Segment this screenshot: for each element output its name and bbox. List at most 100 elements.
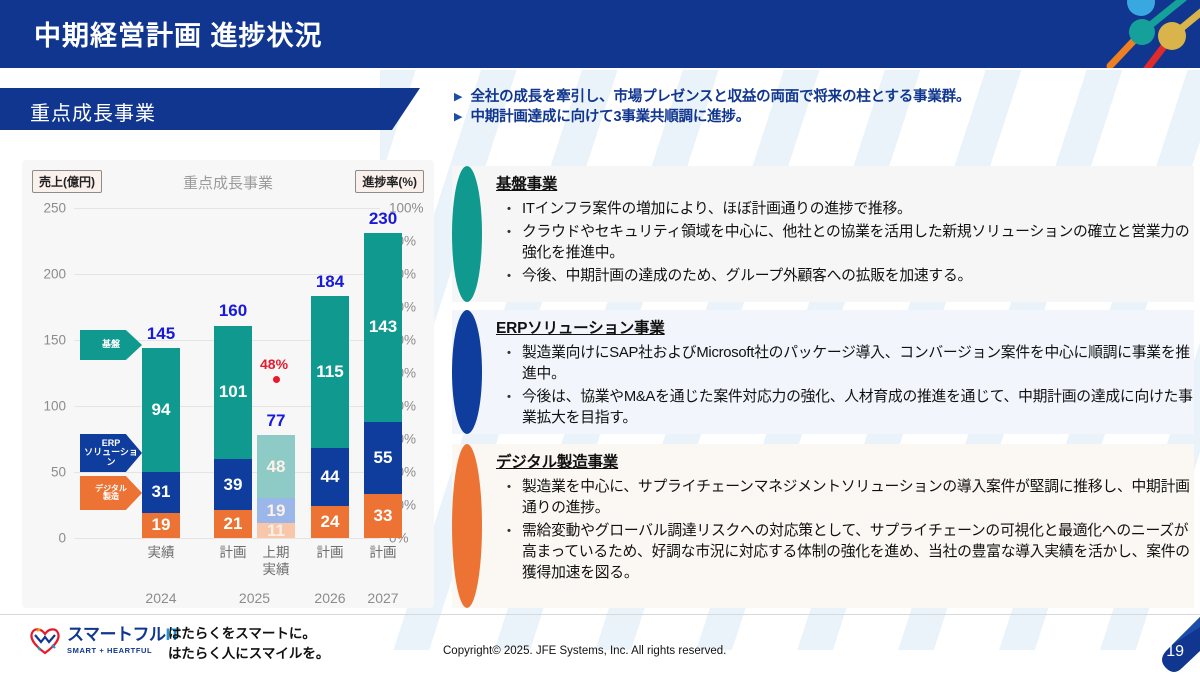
chart-segment-value-label: 19 — [266, 500, 286, 520]
chart-bar-segment-erp: 39 — [214, 458, 252, 511]
x-axis-year-label: 2025 — [238, 590, 271, 606]
block-heading: ERPソリューション事業 — [496, 320, 665, 337]
chart-segment-value-label: 101 — [218, 382, 248, 402]
chart-bar: 33 55 143 — [364, 233, 402, 538]
chart-bar-segment-digital: 21 — [214, 510, 252, 538]
tagline-line-1: はたらくをスマートに。 — [168, 626, 316, 641]
block-heading: デジタル製造事業 — [496, 454, 619, 471]
chart-bar-segment-digital: 33 — [364, 494, 402, 538]
y-axis-tick-label: 150 — [43, 332, 66, 348]
x-axis-year-label: 2024 — [145, 590, 177, 606]
dot-bullet-icon: ・ — [501, 268, 517, 285]
block-bullet-list: ・ ITインフラ案件の増加により、ほぼ計画通りの進捗で推移。 ・クラウドやセキュリ… — [496, 199, 1194, 287]
block-bullet-item: ・ ITインフラ案件の増加により、ほぼ計画通りの進捗で推移。 — [496, 199, 1194, 220]
logo-subtitle: SMART + HEARTFUL — [67, 645, 153, 655]
block-accent-cap — [452, 166, 482, 302]
content-block-digital: デジタル製造事業 ・製造業を中心に、サプライチェーンマネジメントソリューションの… — [452, 444, 1194, 608]
x-axis-tick-label: 計画 — [369, 545, 397, 560]
title-bar: 中期経営計画 進捗状況 — [0, 0, 1200, 68]
block-bullet-list: ・製造業向けにSAP社およびMicrosoft社のパッケージ導入、コンバージョン… — [496, 343, 1194, 429]
chart-segment-value-label: 48 — [266, 456, 286, 476]
header-bullet-text: 中期計画達成に向けて3事業共順調に進捗。 — [470, 109, 751, 125]
chart-bar-total-label: 230 — [368, 209, 398, 229]
chart-segment-value-label: 115 — [316, 362, 344, 382]
logo-wordmark-jp: スマートフル — [67, 624, 166, 644]
y-axis-tick-label: 200 — [43, 266, 66, 282]
chart-legend-digital: デジタル 製造 — [80, 476, 142, 510]
block-bullet-list: ・製造業を中心に、サプライチェーンマネジメントソリューションの導入案件が堅調に推… — [496, 477, 1194, 584]
dot-bullet-icon: ・ — [501, 479, 517, 496]
content-block-kiban: 基盤事業 ・ ITインフラ案件の増加により、ほぼ計画通りの進捗で推移。 ・クラウド… — [452, 166, 1194, 302]
chart-bar-segment-erp: 44 — [311, 448, 349, 507]
logo-wordmark-it: IT — [165, 624, 181, 644]
chart-bar: 19 31 94 — [142, 347, 180, 538]
dot-bullet-icon: ・ — [501, 224, 517, 241]
chart-bar-segment-erp: 19 — [257, 498, 295, 524]
section-band-shape — [0, 88, 420, 130]
header-bullet-text: 全社の成長を牽引し、市場プレゼンスと収益の両面で将来の柱とする事業群。 — [470, 89, 971, 105]
chart-bar-segment-kiban: 101 — [214, 325, 252, 459]
block-heading: 基盤事業 — [496, 176, 558, 193]
company-logo: スマートフルIT SMART + HEARTFUL — [28, 625, 180, 655]
y-axis-unit-badge: 売上(億円) — [32, 170, 102, 193]
chart-segment-value-label: 55 — [373, 448, 393, 468]
chart-bar-segment-erp: 55 — [364, 421, 402, 495]
dot-bullet-icon: ・ — [501, 345, 517, 362]
chart-bar: 24 44 115 — [311, 296, 349, 538]
chart-bar-total-label: 77 — [266, 411, 286, 431]
chart-segment-value-label: 24 — [320, 512, 340, 532]
molecule-decoration-icon — [1080, 0, 1200, 68]
block-bullet-text: 今後、中期計画の達成のため、グループ外顧客への拡販を加速する。 — [522, 268, 973, 284]
chart-segment-value-label: 33 — [373, 506, 393, 526]
chart-segment-value-label: 21 — [223, 514, 243, 534]
tagline: はたらくをスマートに。 はたらく人にスマイルを。 — [168, 624, 329, 663]
block-accent-cap — [452, 310, 482, 434]
block-bullet-item: ・クラウドやセキュリティ領域を中心に、他社との協業を活用した新規ソリューションの… — [496, 222, 1194, 264]
y2-axis-tick-label: 100% — [389, 200, 424, 216]
x-axis-year-label: 2026 — [314, 590, 346, 606]
chart-bar-segment-digital: 19 — [142, 512, 180, 538]
chart-segment-value-label: 39 — [223, 474, 243, 494]
header-bullet-list: ▶ 全社の成長を牽引し、市場プレゼンスと収益の両面で将来の柱とする事業群。 ▶ … — [454, 89, 1194, 129]
page-title: 中期経営計画 進捗状況 — [34, 21, 323, 51]
block-bullet-text: ITインフラ案件の増加により、ほぼ計画通りの進捗で推移。 — [522, 201, 912, 217]
chart-bar-total-label: 145 — [146, 323, 176, 343]
x-axis-tick-label: 計画 — [219, 545, 247, 560]
chart-plot-area: 0 50 100 150 200 250 0% 10% 20% 30% 40% 50% 60% 70% 80… — [43, 201, 423, 607]
y-axis-tick-label: 100 — [43, 398, 66, 414]
chart-title: 重点成長事業 — [182, 175, 273, 192]
page-number-badge: 19 — [1136, 617, 1200, 675]
block-bullet-text: 製造業向けにSAP社およびMicrosoft社のパッケージ導入、コンバージョン案… — [522, 345, 1190, 382]
chart-bar-total-label: 184 — [315, 272, 345, 292]
y2-axis-unit-badge: 進捗率(%) — [355, 170, 424, 193]
chart-segment-value-label: 143 — [368, 317, 398, 337]
chart-bar-segment-digital: 11 — [257, 520, 295, 540]
triangle-bullet-icon: ▶ — [454, 91, 463, 103]
block-bullet-text: 需給変動やグローバル調達リスクへの対応策として、サプライチェーンの可視化と最適化… — [522, 523, 1190, 581]
block-bullet-text: クラウドやセキュリティ領域を中心に、他社との協業を活用した新規ソリューションの確… — [522, 224, 1190, 261]
block-bullet-item: ・需給変動やグローバル調達リスクへの対応策として、サプライチェーンの可視化と最適… — [496, 521, 1194, 584]
block-bullet-item: ・製造業を中心に、サプライチェーンマネジメントソリューションの導入案件が堅調に推… — [496, 477, 1194, 519]
block-bullet-text: 今後は、協業やM&Aを通じた案件対応力の強化、人材育成の推進を通じて、中期計画の… — [522, 389, 1193, 426]
chart-legend-kiban: 基盤 — [80, 330, 142, 360]
chart-legend-erp: ERP ソリューション — [80, 434, 142, 472]
chart-bar: 11 19 48 — [257, 435, 295, 540]
block-accent-cap — [452, 444, 482, 608]
chart-panel: 売上(億円) 進捗率(%) 重点成長事業 0 50 100 150 200 250 0% 10… — [22, 160, 434, 608]
chart-bar-segment-erp: 31 — [142, 472, 180, 513]
dot-bullet-icon: ・ — [501, 523, 517, 540]
page-number: 19 — [1166, 643, 1184, 660]
chart-segment-value-label: 19 — [151, 515, 171, 535]
x-axis-tick-label: 実績 — [147, 545, 175, 560]
chart-bar: 21 39 101 — [214, 325, 252, 538]
content-block-erp: ERPソリューション事業 ・製造業向けにSAP社およびMicrosoft社のパッ… — [452, 310, 1194, 434]
chart-segment-value-label: 94 — [151, 399, 171, 419]
y-axis-tick-label: 50 — [50, 464, 66, 480]
page-badge-shape — [1162, 617, 1200, 672]
block-bullet-item: ・製造業向けにSAP社およびMicrosoft社のパッケージ導入、コンバージョン… — [496, 343, 1194, 385]
y-axis-tick-label: 0 — [58, 530, 66, 546]
chart-segment-value-label: 31 — [151, 482, 171, 502]
triangle-bullet-icon: ▶ — [454, 111, 463, 123]
chart-segment-value-label: 11 — [267, 520, 285, 540]
